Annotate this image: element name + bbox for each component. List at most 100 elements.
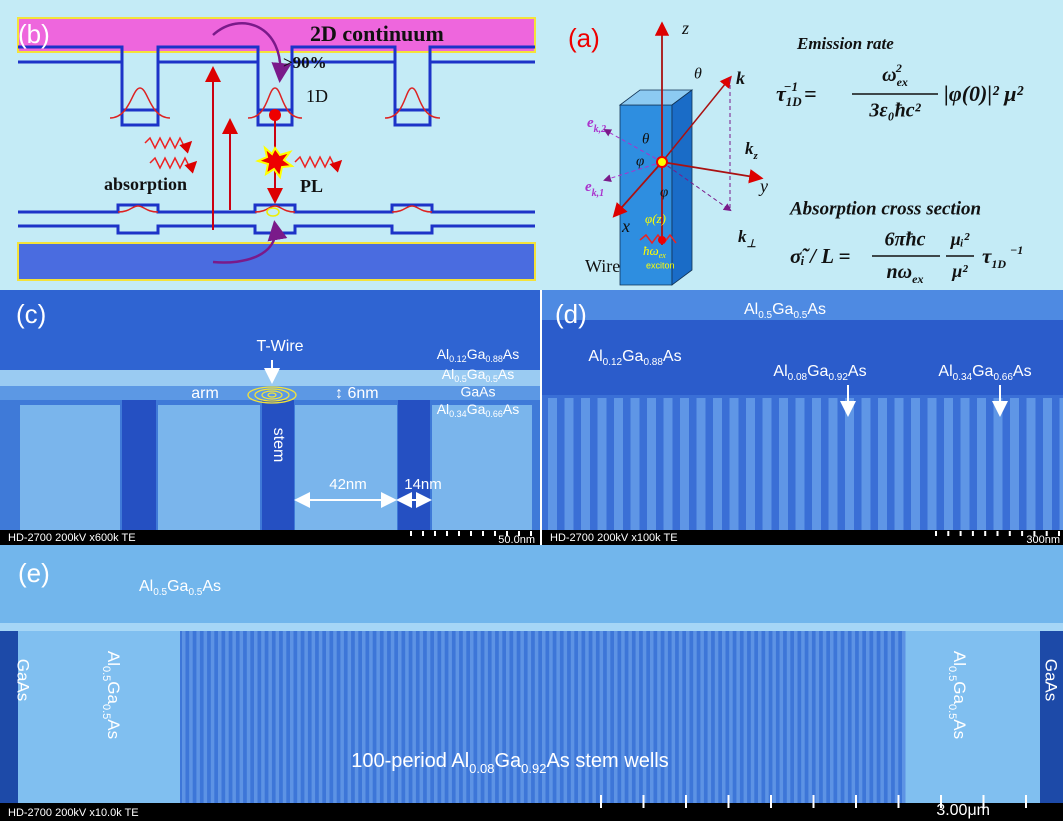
shape [722,631,726,803]
angle-label: φ [660,184,668,200]
shape [598,398,607,530]
shape [880,631,884,803]
dimension-label: 42nm [329,476,367,493]
text-part: Ga [622,348,643,365]
shape [636,631,640,803]
text-part: As stem wells [546,750,668,772]
shape [852,631,856,803]
shape [862,398,871,530]
shape [984,531,986,536]
formula-part: ω [882,64,896,86]
shape [247,631,251,803]
shape [232,631,236,803]
shape [672,631,676,803]
shape [787,631,791,803]
material-label: Al0.12Ga0.88As [437,346,520,365]
text-part: Ga [807,363,828,380]
text-part: Ga [494,750,522,772]
shape [0,803,1063,821]
text-part: As [848,363,867,380]
shape [398,631,402,803]
shape [405,631,409,803]
material-label: Al0.34Ga0.66As [437,401,520,420]
material-label: Al0.08Ga0.92As [773,363,866,383]
figure: (b) 2D continuum >90% 1D absorption PL (… [0,0,1063,821]
shape [816,631,820,803]
shape [262,400,294,530]
shape [369,631,373,803]
shape [744,631,748,803]
subscript: 0.12 [449,354,467,364]
subscript: 0.66 [485,409,503,419]
shape [494,531,496,536]
shape [362,631,366,803]
shape [218,631,222,803]
shape [268,631,272,803]
material-label: Al0.5Ga0.5As [442,366,515,385]
formula-text: μᵢ² [950,229,970,249]
text-part: Al [442,366,454,382]
text-part: Ga [104,681,123,704]
formula-part: ex [897,75,908,89]
shape [658,236,666,244]
shape [384,631,388,803]
shape [812,398,821,530]
shape [844,631,848,803]
formula-text: 6πħc [885,229,926,251]
structure-label: arm [191,385,219,402]
shape [434,631,438,803]
scale-label: 50.0nm [498,534,535,546]
structure-label: T-Wire [256,338,303,355]
text-part: Ga [167,578,188,595]
shape [708,631,712,803]
panel-label: (d) [555,299,587,329]
shape [276,631,280,803]
subscript: 0.08 [788,372,808,383]
shape [312,631,316,803]
continuum-label: 2D continuum [310,21,444,46]
shape [506,531,508,536]
shape [420,631,424,803]
subscript: 0.12 [603,357,623,368]
section-title: Absorption cross section [789,198,981,219]
material-label: GaAs [460,384,495,400]
shape [664,631,668,803]
dimension-label: ↕ 6nm [335,385,379,402]
text-part: 100-period Al [351,750,469,772]
shape [796,398,805,530]
shape [432,405,532,530]
angle-label: θ [694,66,702,83]
shape [0,631,18,803]
shape [412,631,416,803]
panel-c: (c) T-Wire arm ↕ 6nm stem 42nm 14nm Al0.… [0,290,540,546]
shape [693,631,697,803]
text-part: Al [437,401,449,417]
shape [549,631,553,803]
material-label: Al0.5Ga0.5As [139,578,221,598]
shape [530,531,532,536]
shape [578,631,582,803]
text-part: As [663,348,682,365]
shape [715,631,719,803]
subscript: 0.5 [946,666,958,681]
formula-part: nω [887,261,913,283]
text-part: As [202,578,221,595]
shape [686,631,690,803]
formula-part: −1 [1010,243,1023,257]
shape [621,631,625,803]
shape [326,631,330,803]
shape [758,631,762,803]
panel-d: (d) Al0.5Ga0.5As Al0.12Ga0.88As Al0.08Ga… [542,290,1063,546]
shape [977,398,986,530]
shape [1040,631,1063,803]
scale-label: 3.00μm [936,802,990,819]
subscript: 0.34 [953,372,973,383]
shape [961,398,970,530]
shape [20,405,120,530]
shape [763,398,772,530]
shape [728,795,730,808]
shape [520,631,524,803]
shape [855,795,857,808]
structure-label: stem [270,428,287,463]
shape [477,631,481,803]
